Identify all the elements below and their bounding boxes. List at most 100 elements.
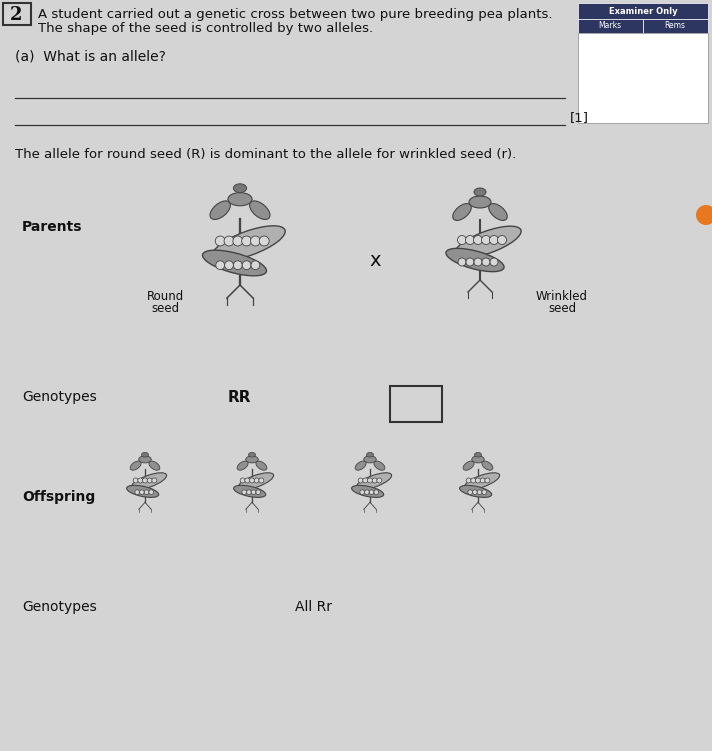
Circle shape xyxy=(145,490,149,494)
Circle shape xyxy=(224,261,234,270)
Text: Offspring: Offspring xyxy=(22,490,95,504)
Circle shape xyxy=(246,490,251,494)
Circle shape xyxy=(242,261,251,270)
Circle shape xyxy=(259,478,264,483)
Circle shape xyxy=(254,478,259,483)
Bar xyxy=(578,3,708,19)
Text: Wrinkled: Wrinkled xyxy=(536,290,588,303)
Circle shape xyxy=(241,236,251,246)
Ellipse shape xyxy=(239,473,273,490)
Ellipse shape xyxy=(149,461,160,470)
Ellipse shape xyxy=(237,461,248,470)
Bar xyxy=(578,33,708,123)
Circle shape xyxy=(466,258,474,266)
Circle shape xyxy=(240,478,245,483)
Ellipse shape xyxy=(472,456,484,463)
Ellipse shape xyxy=(234,184,246,192)
Circle shape xyxy=(234,261,242,270)
Circle shape xyxy=(458,258,466,266)
Circle shape xyxy=(152,478,157,483)
Ellipse shape xyxy=(355,461,366,470)
Circle shape xyxy=(251,236,261,246)
Circle shape xyxy=(135,490,140,494)
Ellipse shape xyxy=(464,473,500,490)
Circle shape xyxy=(372,478,377,483)
Text: Round: Round xyxy=(147,290,184,303)
Text: The shape of the seed is controlled by two alleles.: The shape of the seed is controlled by t… xyxy=(38,22,373,35)
Circle shape xyxy=(482,258,490,266)
Circle shape xyxy=(358,478,363,483)
Ellipse shape xyxy=(131,473,167,490)
Ellipse shape xyxy=(127,485,159,497)
Circle shape xyxy=(367,478,372,483)
Ellipse shape xyxy=(374,461,385,470)
Circle shape xyxy=(249,478,254,483)
Circle shape xyxy=(458,236,466,245)
Ellipse shape xyxy=(482,461,493,470)
Ellipse shape xyxy=(463,461,474,470)
Circle shape xyxy=(363,478,368,483)
Circle shape xyxy=(498,236,506,245)
Text: [1]: [1] xyxy=(570,111,589,124)
Text: The allele for round seed (R) is dominant to the allele for wrinkled seed (r).: The allele for round seed (R) is dominan… xyxy=(15,148,516,161)
Circle shape xyxy=(140,490,145,494)
Bar xyxy=(643,19,708,33)
Circle shape xyxy=(480,478,485,483)
Ellipse shape xyxy=(460,485,492,497)
Ellipse shape xyxy=(488,204,507,221)
Circle shape xyxy=(473,490,477,494)
Circle shape xyxy=(468,490,473,494)
Circle shape xyxy=(466,236,474,245)
Circle shape xyxy=(245,478,250,483)
Text: Parents: Parents xyxy=(22,220,83,234)
Ellipse shape xyxy=(142,452,149,457)
Ellipse shape xyxy=(250,201,270,219)
Circle shape xyxy=(251,261,260,270)
Circle shape xyxy=(474,258,482,266)
Bar xyxy=(3,3,31,25)
Text: 2: 2 xyxy=(10,6,23,24)
Text: Marks: Marks xyxy=(599,22,622,31)
Ellipse shape xyxy=(364,456,376,463)
Ellipse shape xyxy=(139,456,151,463)
Circle shape xyxy=(142,478,147,483)
Circle shape xyxy=(476,478,481,483)
Text: Examiner Only: Examiner Only xyxy=(609,7,677,16)
Text: (a)  What is an allele?: (a) What is an allele? xyxy=(15,50,166,64)
Ellipse shape xyxy=(256,461,267,470)
Text: seed: seed xyxy=(151,302,179,315)
Circle shape xyxy=(259,236,269,246)
Circle shape xyxy=(365,490,370,494)
Ellipse shape xyxy=(469,196,491,208)
Text: RR: RR xyxy=(228,390,251,405)
Circle shape xyxy=(481,236,491,245)
Circle shape xyxy=(133,478,138,483)
Circle shape xyxy=(477,490,482,494)
Circle shape xyxy=(251,490,256,494)
Circle shape xyxy=(242,490,246,494)
Circle shape xyxy=(216,261,224,270)
Ellipse shape xyxy=(228,192,252,206)
Ellipse shape xyxy=(356,473,392,490)
Text: Genotypes: Genotypes xyxy=(22,390,97,404)
Circle shape xyxy=(485,478,490,483)
Circle shape xyxy=(147,478,152,483)
Ellipse shape xyxy=(446,249,504,272)
Circle shape xyxy=(466,478,471,483)
Ellipse shape xyxy=(246,456,258,463)
Ellipse shape xyxy=(453,204,471,221)
Circle shape xyxy=(696,205,712,225)
Circle shape xyxy=(256,490,261,494)
Circle shape xyxy=(224,236,234,246)
Circle shape xyxy=(138,478,143,483)
Circle shape xyxy=(482,490,486,494)
Ellipse shape xyxy=(202,250,266,276)
Circle shape xyxy=(233,236,243,246)
Ellipse shape xyxy=(212,226,286,261)
Ellipse shape xyxy=(352,485,384,497)
Ellipse shape xyxy=(474,452,481,457)
Circle shape xyxy=(149,490,154,494)
Text: seed: seed xyxy=(548,302,576,315)
Circle shape xyxy=(490,258,498,266)
Ellipse shape xyxy=(234,485,266,497)
